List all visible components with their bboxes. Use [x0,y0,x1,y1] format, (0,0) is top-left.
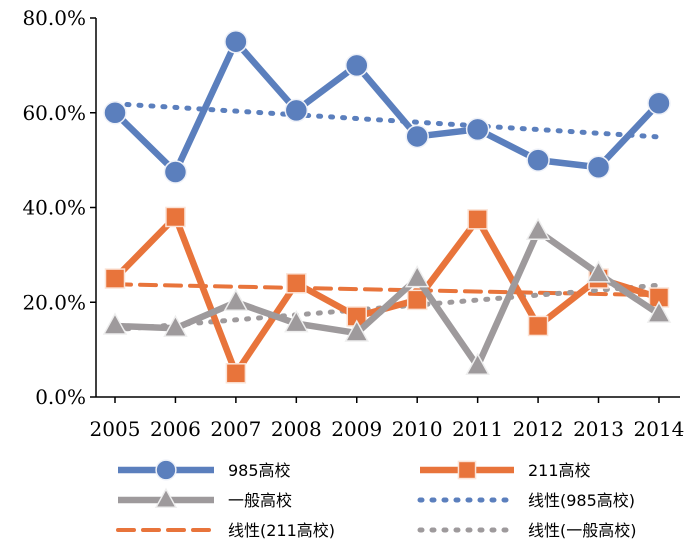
x-axis-ticks: 2005 2006 2007 2008 2009 2010 2011 2012 2013 2014 [90,397,685,441]
series-1-point [586,155,611,179]
series-1-point [224,29,248,54]
trendline-1 [112,101,662,140]
x-tick-label: 2009 [331,417,382,441]
series-2-point [467,209,488,230]
series-line-1 [112,38,662,176]
trendline-3 [112,282,662,333]
x-tick-label: 2012 [513,417,564,441]
legend-item-6: 线性(一般高校) [417,521,637,540]
y-tick-label: 40.0% [22,196,86,220]
series-3-point [163,314,188,338]
data-series [102,29,672,384]
series-3-point [404,265,430,288]
legend-item-5: 线性(211高校) [116,521,335,540]
legend-label: 线性(一般高校) [528,521,637,540]
trendlines [112,101,662,333]
series-2-point [225,363,247,384]
series-3-point [102,312,128,335]
x-tick-label: 2005 [90,417,141,441]
x-tick-label: 2010 [392,417,443,441]
series-1-point [465,117,490,142]
series-line-3 [114,227,661,370]
y-tick-label: 20.0% [22,290,86,314]
series-1-point [284,98,309,123]
legend-swatch-marker [154,487,178,508]
series-1-point [526,148,550,172]
series-3-point [525,217,551,240]
series-3-point [344,319,370,342]
legend-label: 985高校 [228,461,291,480]
x-tick-label: 2008 [271,417,322,441]
legend-label: 线性(985高校) [528,491,635,510]
series-1-point [405,124,429,149]
legend-label: 211高校 [528,461,591,480]
legend-item-4: 线性(985高校) [417,491,635,510]
series-3-point [586,260,611,283]
series-3-point [223,288,249,311]
x-tick-label: 2006 [150,417,201,441]
y-axis-ticks: 0.0% 20.0% 40.0% 60.0% 80.0% [22,6,96,409]
legend-label: 一般高校 [228,491,292,510]
legend-swatch-marker [155,459,177,481]
series-2-point [406,289,428,311]
series-1-point [163,160,188,184]
series-1-point [345,53,369,78]
legend-label: 线性(211高校) [228,521,335,540]
y-tick-label: 80.0% [22,6,86,30]
legend-item-1: 985高校 [118,459,291,481]
legend-item-3: 一般高校 [118,487,292,510]
x-tick-label: 2013 [573,417,624,441]
legend-swatch-marker [457,460,477,480]
x-tick-label: 2011 [452,417,503,441]
y-tick-label: 0.0% [35,385,86,409]
series-line-2 [112,213,660,377]
series-3-point [465,352,490,375]
series-2-point [104,268,126,289]
series-1-point [647,91,671,116]
series-3-point [284,310,309,333]
x-tick-label: 2007 [210,417,261,441]
series-1-point [103,101,127,125]
x-tick-label: 2014 [634,417,685,441]
series-2-point [527,315,549,337]
series-3-point [646,300,672,323]
legend-item-2: 211高校 [420,460,591,480]
series-2-point [286,273,307,294]
y-tick-label: 60.0% [22,101,86,125]
series-2-point [165,206,186,228]
